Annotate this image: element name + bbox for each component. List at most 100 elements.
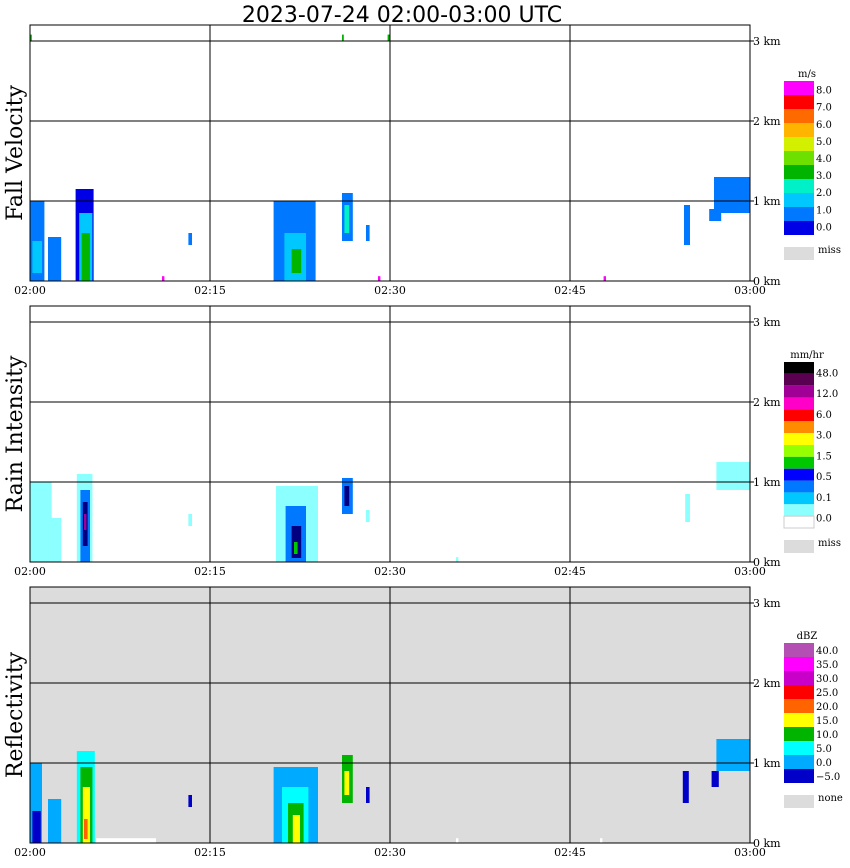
colorbar-swatch xyxy=(784,193,814,207)
x-tick-label: 02:45 xyxy=(554,284,586,297)
colorbar-label: 5.0 xyxy=(816,744,832,755)
echo-cell xyxy=(48,799,62,843)
echo-cell xyxy=(48,518,62,562)
panel-label: Rain Intensity xyxy=(3,355,28,512)
colorbar-miss-swatch xyxy=(784,795,814,808)
y-tick-label: 1 km xyxy=(753,195,781,208)
echo-cell xyxy=(82,787,90,843)
colorbar-label: 2.0 xyxy=(816,188,832,199)
colorbar-label: 0.0 xyxy=(816,222,832,233)
echo-cell xyxy=(291,249,302,273)
colorbar-swatch xyxy=(784,397,814,410)
colorbar-swatch xyxy=(784,769,814,783)
colorbar-miss-label: miss xyxy=(818,538,841,549)
colorbar-miss-label: miss xyxy=(818,245,841,256)
echo-cell xyxy=(716,739,750,771)
echo-cell xyxy=(344,771,350,795)
panel-3: 02:00 02:15 02:30 02:45 03:000 km 1 km 2 km 3 k… xyxy=(3,586,843,859)
colorbar-swatch xyxy=(784,699,814,713)
echo-cell xyxy=(366,787,370,803)
y-tick-label: 1 km xyxy=(753,757,781,770)
colorbar-swatch xyxy=(784,221,814,235)
x-tick-label: 03:00 xyxy=(734,846,766,859)
y-tick-label: 1 km xyxy=(753,476,781,489)
echo-cell xyxy=(716,462,750,490)
echo-cell xyxy=(96,838,156,843)
colorbar-swatch xyxy=(784,657,814,671)
echo-cell xyxy=(30,482,52,562)
colorbar-label: 1.0 xyxy=(816,205,832,216)
colorbar-swatch xyxy=(784,492,814,505)
panel-label: Reflectivity xyxy=(3,651,28,778)
x-tick-label: 02:30 xyxy=(374,846,406,859)
colorbar-swatch xyxy=(784,95,814,109)
y-tick-label: 3 km xyxy=(753,597,781,610)
colorbar-swatch xyxy=(784,109,814,123)
echo-cell xyxy=(456,838,459,843)
y-tick-label: 3 km xyxy=(753,35,781,48)
colorbar-label: 0.0 xyxy=(816,758,832,769)
colorbar-label: 4.0 xyxy=(816,154,832,165)
x-tick-label: 02:00 xyxy=(14,846,46,859)
echo-cell xyxy=(709,209,722,221)
echo-cell xyxy=(344,486,350,506)
x-tick-label: 02:30 xyxy=(374,565,406,578)
colorbar-label: 25.0 xyxy=(816,688,838,699)
colorbar-label: 10.0 xyxy=(816,730,838,741)
panel-label: Fall Velocity xyxy=(3,85,28,221)
echo-cell xyxy=(162,276,165,281)
colorbar-swatch xyxy=(784,207,814,221)
echo-cell xyxy=(188,514,192,526)
echo-cell xyxy=(600,838,603,843)
colorbar-label: 40.0 xyxy=(816,646,838,657)
colorbar-swatch xyxy=(784,123,814,137)
colorbar-label: 0.0 xyxy=(816,514,832,525)
panel-2: 02:00 02:15 02:30 02:45 03:000 km 1 km 2 km 3 k… xyxy=(3,305,841,578)
echo-cell xyxy=(84,514,87,530)
colorbar-label: 3.0 xyxy=(816,171,832,182)
colorbar-label: 3.0 xyxy=(816,431,832,442)
y-tick-label: 0 km xyxy=(753,837,781,850)
colorbar-label: 15.0 xyxy=(816,716,838,727)
colorbar-label: 1.5 xyxy=(816,451,832,462)
echo-cell xyxy=(48,237,62,281)
colorbar-swatch xyxy=(784,671,814,685)
x-tick-label: 02:00 xyxy=(14,284,46,297)
colorbar-swatch xyxy=(784,409,814,422)
colorbar-swatch xyxy=(784,456,814,469)
echo-cell xyxy=(714,177,750,213)
colorbar-label: 7.0 xyxy=(816,103,832,114)
figure-title: 2023-07-24 02:00-03:00 UTC xyxy=(242,3,562,28)
colorbar-unit: dBZ xyxy=(797,631,818,642)
colorbar-swatch xyxy=(784,421,814,434)
colorbar-unit: m/s xyxy=(798,69,816,80)
colorbar-swatch xyxy=(784,504,814,517)
echo-cell xyxy=(456,557,459,562)
echo-cell xyxy=(711,771,719,787)
colorbar-unit: mm/hr xyxy=(790,350,824,361)
plot-frame xyxy=(29,305,751,563)
x-tick-label: 02:15 xyxy=(194,284,226,297)
colorbar-swatch xyxy=(784,713,814,727)
colorbar-label: 0.1 xyxy=(816,493,832,504)
x-tick-label: 02:45 xyxy=(554,846,586,859)
echo-cell xyxy=(81,233,90,281)
colorbar-swatch xyxy=(784,373,814,386)
colorbar-swatch xyxy=(784,445,814,457)
echo-cell xyxy=(387,34,390,41)
colorbar-swatch xyxy=(784,362,814,374)
colorbar-miss-swatch xyxy=(784,540,814,553)
panel-1: 02:00 02:15 02:30 02:45 03:000 km 1 km 2 km 3 k… xyxy=(3,24,841,297)
colorbar-label: 0.5 xyxy=(816,472,832,483)
colorbar-swatch xyxy=(784,433,814,445)
echo-cell xyxy=(684,205,690,245)
echo-cell xyxy=(603,276,606,281)
echo-cell xyxy=(84,819,88,839)
y-tick-label: 0 km xyxy=(753,556,781,569)
panels-group: 02:00 02:15 02:30 02:45 03:000 km1 km2 km3 k… xyxy=(3,24,843,859)
colorbar-swatch xyxy=(784,137,814,151)
colorbar-label: 35.0 xyxy=(816,660,838,671)
colorbar-label: 48.0 xyxy=(816,368,838,379)
echo-cell xyxy=(342,34,344,41)
y-tick-label: 3 km xyxy=(753,316,781,329)
